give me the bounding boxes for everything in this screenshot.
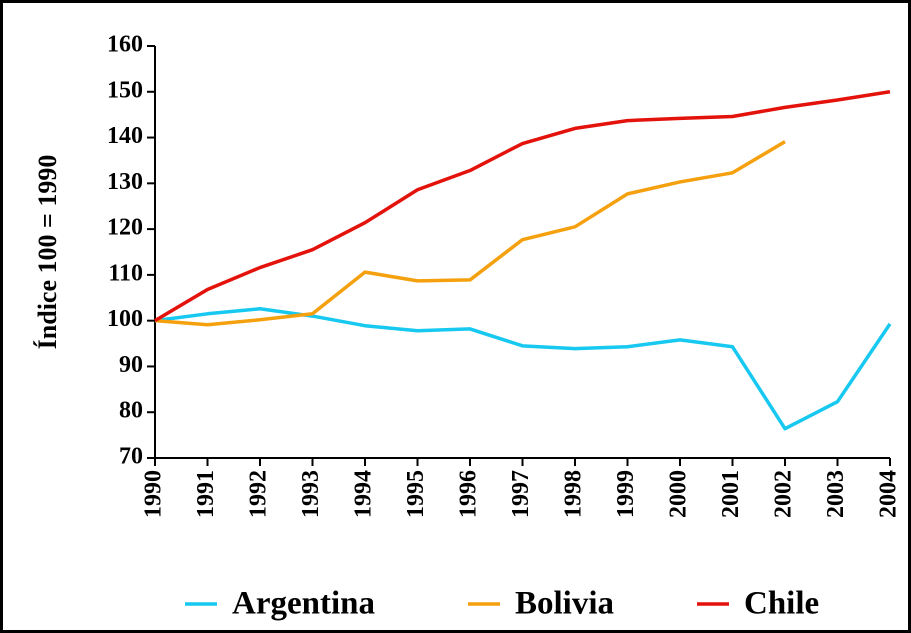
series-line	[154, 140, 786, 327]
x-tick-label: 1991	[193, 470, 219, 518]
y-axis-label: Índice 100 = 1990	[33, 155, 62, 350]
y-tick-label: 90	[119, 352, 143, 378]
y-tick-label: 120	[107, 215, 143, 241]
x-tick-label: 1995	[403, 470, 429, 518]
series-line	[154, 307, 892, 431]
y-tick-label: 160	[107, 32, 143, 58]
x-tick-label: 1996	[456, 470, 482, 518]
x-tick-label: 1998	[561, 470, 587, 518]
series-line	[154, 90, 891, 323]
y-tick-label: 130	[107, 169, 143, 195]
y-tick-label: 100	[107, 306, 143, 332]
y-tick-label: 80	[119, 398, 143, 424]
y-tick-label: 140	[107, 123, 143, 149]
x-tick-label: 2000	[666, 470, 692, 518]
legend-label: Bolivia	[515, 586, 614, 622]
y-tick-label: 150	[107, 77, 143, 103]
legend-label: Chile	[744, 586, 819, 622]
x-tick-label: 1994	[351, 470, 377, 518]
legend-label: Argentina	[232, 586, 375, 622]
x-tick-label: 1992	[246, 470, 272, 518]
x-tick-label: 2004	[876, 470, 902, 518]
x-tick-label: 1993	[298, 470, 324, 518]
x-tick-label: 1990	[141, 470, 167, 518]
x-tick-label: 2003	[823, 470, 849, 518]
x-tick-label: 2001	[718, 470, 744, 518]
y-tick-label: 110	[108, 260, 143, 286]
x-tick-label: 1999	[613, 470, 639, 518]
y-tick-label: 70	[119, 444, 143, 470]
x-tick-label: 1997	[508, 470, 534, 518]
x-tick-label: 2002	[771, 470, 797, 518]
